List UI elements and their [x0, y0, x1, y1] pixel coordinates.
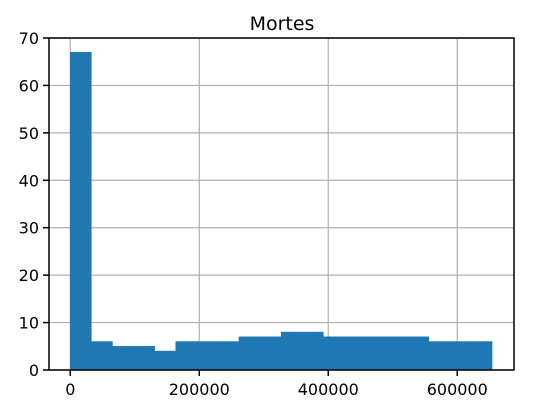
- y-tick-label: 0: [29, 361, 39, 380]
- plot-area-frame: [48, 37, 515, 371]
- histogram-bar: [449, 341, 472, 371]
- y-tick-label: 70: [19, 29, 39, 48]
- histogram-bar: [133, 346, 155, 371]
- histogram-bar: [175, 341, 198, 371]
- histogram-bar: [112, 346, 134, 371]
- histogram-bars: [70, 51, 493, 371]
- y-tick-label: 10: [19, 314, 39, 333]
- histogram-bar: [365, 336, 387, 371]
- y-tick-label: 40: [19, 171, 39, 190]
- chart-title: Mortes: [250, 13, 315, 35]
- x-axis: 0 200000 400000 600000: [65, 370, 488, 399]
- histogram-bar: [217, 341, 240, 371]
- y-tick-label: 30: [19, 219, 39, 238]
- x-tick-label: 0: [65, 380, 75, 399]
- histogram-bar: [259, 336, 282, 371]
- histogram-bar: [70, 51, 92, 371]
- histogram-bar: [323, 336, 345, 371]
- x-tick-label: 600000: [427, 380, 488, 399]
- histogram-bar: [154, 350, 176, 371]
- histogram-bar: [386, 336, 408, 371]
- y-axis: 0 10 20 30 40 50 60 70: [19, 29, 49, 380]
- histogram-bar: [302, 331, 324, 371]
- histogram-bar: [344, 336, 366, 371]
- histogram-bar: [428, 341, 451, 371]
- histogram-bar: [238, 336, 261, 371]
- y-tick-label: 20: [19, 266, 39, 285]
- histogram-bar: [280, 331, 303, 371]
- x-tick-label: 400000: [298, 380, 359, 399]
- y-tick-label: 60: [19, 76, 39, 95]
- x-tick-label: 200000: [169, 380, 230, 399]
- histogram-bar: [196, 341, 219, 371]
- y-tick-label: 50: [19, 124, 39, 143]
- histogram-bar: [91, 341, 113, 371]
- histogram-bar: [407, 336, 430, 371]
- grid-lines: [49, 37, 514, 371]
- histogram-bar: [470, 341, 493, 371]
